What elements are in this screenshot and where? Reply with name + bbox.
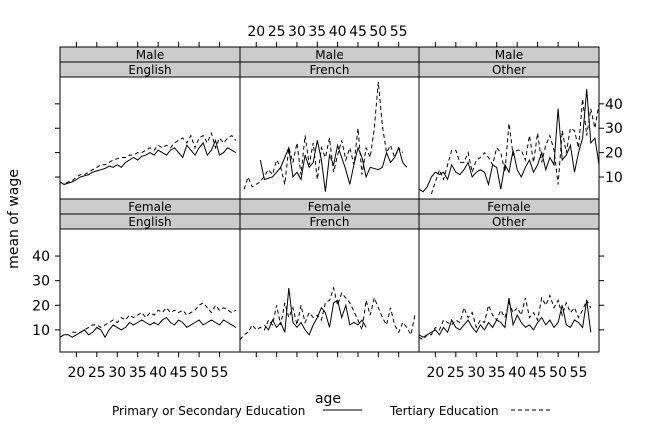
series-line-tertiary xyxy=(243,81,404,190)
panel-frame xyxy=(418,76,600,200)
strip-label: Other xyxy=(492,63,526,77)
panel-frame xyxy=(239,76,420,200)
strip-label: French xyxy=(310,63,350,77)
legend-label-tertiary: Tertiary Education xyxy=(389,404,499,418)
y-axis-title: mean of wage xyxy=(6,169,22,269)
x-tick-label: 50 xyxy=(190,365,208,381)
x-tick-label: 55 xyxy=(570,365,588,381)
x-tick-label: 40 xyxy=(149,365,167,381)
series-line-tertiary xyxy=(59,131,237,185)
x-tick-label: 25 xyxy=(268,24,286,40)
y-tick-label: 20 xyxy=(32,298,50,314)
x-tick-label: 25 xyxy=(447,365,465,381)
strip-label: Other xyxy=(492,215,526,229)
strip-label: Male xyxy=(315,48,343,62)
x-tick-label: 30 xyxy=(288,24,306,40)
strip-label: Male xyxy=(495,48,523,62)
x-tick-label: 25 xyxy=(88,365,106,381)
y-tick-label: 30 xyxy=(605,121,623,137)
x-tick-label: 20 xyxy=(426,365,444,381)
x-tick-label: 30 xyxy=(467,365,485,381)
series-line-primary xyxy=(59,316,237,339)
y-tick-label: 40 xyxy=(605,97,623,113)
series-line-primary xyxy=(264,287,367,336)
series-line-primary xyxy=(59,138,237,185)
x-tick-label: 20 xyxy=(247,24,265,40)
x-tick-label: 35 xyxy=(488,365,506,381)
series-line-primary xyxy=(259,140,408,192)
series-line-tertiary xyxy=(430,98,600,195)
strip-label: Female xyxy=(308,200,351,214)
x-tick-label: 50 xyxy=(369,24,387,40)
series-line-tertiary xyxy=(72,302,237,333)
x-tick-label: 45 xyxy=(349,24,367,40)
y-tick-label: 10 xyxy=(32,323,50,339)
x-tick-label: 30 xyxy=(108,365,126,381)
x-tick-label: 35 xyxy=(129,365,147,381)
x-tick-label: 55 xyxy=(211,365,229,381)
y-tick-label: 20 xyxy=(605,146,623,162)
y-tick-label: 40 xyxy=(32,249,50,265)
x-tick-label: 50 xyxy=(549,365,567,381)
legend: Primary or Secondary Education Tertiary … xyxy=(112,404,550,418)
x-tick-label: 20 xyxy=(67,365,85,381)
x-tick-label: 40 xyxy=(508,365,526,381)
strip-label: French xyxy=(310,215,350,229)
x-axis-title: age xyxy=(315,391,341,407)
x-tick-label: 35 xyxy=(308,24,326,40)
series-line-tertiary xyxy=(239,286,416,341)
strip-label: Female xyxy=(487,200,530,214)
x-tick-label: 45 xyxy=(529,365,547,381)
panel-frame xyxy=(239,228,420,353)
panels-layer: MaleEnglishMaleFrenchMaleOtherFemaleEngl… xyxy=(59,46,600,353)
x-tick-label: 55 xyxy=(390,24,408,40)
y-tick-label: 10 xyxy=(605,170,623,186)
x-tick-label: 40 xyxy=(329,24,347,40)
series-line-primary xyxy=(418,89,600,193)
series-line-tertiary xyxy=(418,293,592,341)
strip-label: Male xyxy=(136,48,164,62)
x-tick-label: 45 xyxy=(170,365,188,381)
strip-label: English xyxy=(128,215,171,229)
legend-label-primary: Primary or Secondary Education xyxy=(112,404,305,418)
strip-label: English xyxy=(128,63,171,77)
panel-frame xyxy=(418,228,600,353)
panel-frame xyxy=(59,76,241,200)
strip-label: Female xyxy=(128,200,171,214)
y-tick-label: 30 xyxy=(32,274,50,290)
series-line-primary xyxy=(418,297,592,338)
